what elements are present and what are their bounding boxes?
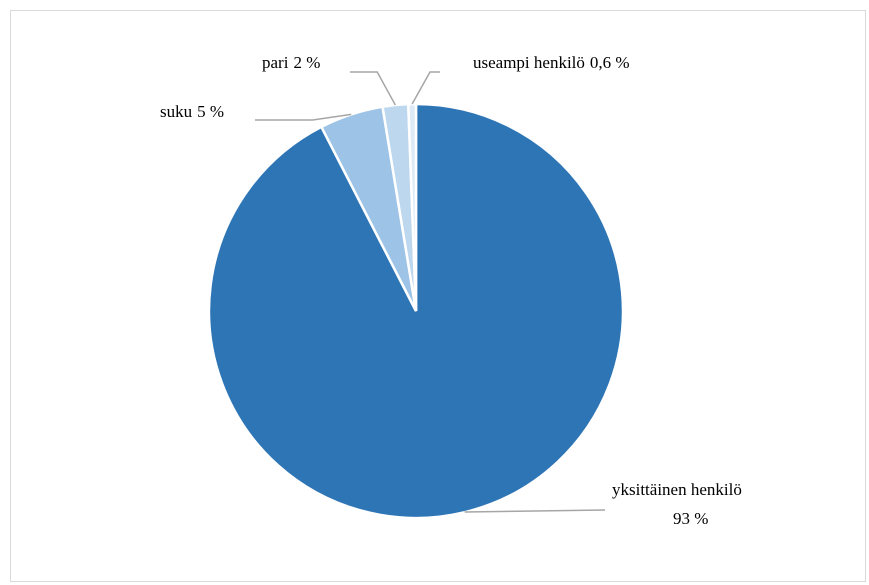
data-label: useampi henkilö 0,6 %: [473, 53, 630, 72]
data-label: suku 5 %: [160, 102, 224, 121]
leader-line: [464, 509, 606, 513]
category-label: yksittäinen henkilö: [612, 480, 742, 499]
data-label: pari 2 %: [262, 53, 320, 72]
chart-frame: [10, 10, 866, 582]
category-label: pari: [262, 53, 289, 72]
value-label: 5 %: [197, 102, 224, 121]
leader-line: [255, 113, 352, 121]
value-label: 93 %: [673, 509, 708, 528]
leader-line: [350, 71, 397, 106]
category-label: useampi henkilö: [473, 53, 585, 72]
value-label: 2 %: [293, 53, 320, 72]
data-label: yksittäinen henkilö 93 %: [612, 480, 742, 528]
category-label: suku: [160, 102, 193, 121]
leader-line: [411, 71, 440, 105]
value-label: 0,6 %: [590, 53, 630, 72]
